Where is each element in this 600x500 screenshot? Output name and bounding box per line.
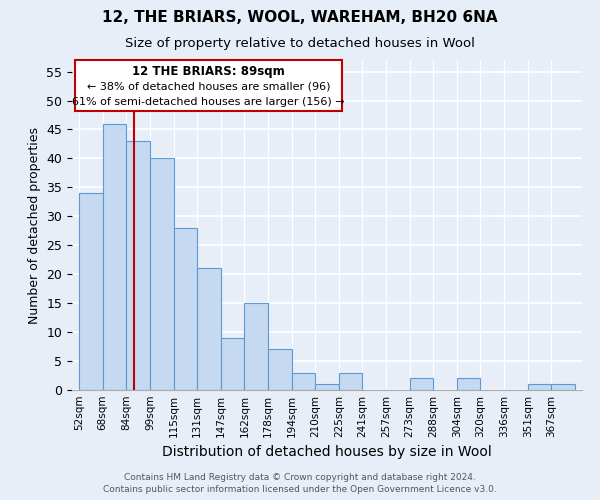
Y-axis label: Number of detached properties: Number of detached properties xyxy=(28,126,41,324)
Text: Contains public sector information licensed under the Open Government Licence v3: Contains public sector information licen… xyxy=(103,484,497,494)
Bar xyxy=(221,338,244,390)
Bar xyxy=(292,372,315,390)
Bar xyxy=(150,158,173,390)
Bar xyxy=(103,124,127,390)
Text: Size of property relative to detached houses in Wool: Size of property relative to detached ho… xyxy=(125,38,475,51)
Bar xyxy=(79,193,103,390)
Bar xyxy=(410,378,433,390)
Bar xyxy=(315,384,339,390)
Text: 12, THE BRIARS, WOOL, WAREHAM, BH20 6NA: 12, THE BRIARS, WOOL, WAREHAM, BH20 6NA xyxy=(102,10,498,25)
Bar xyxy=(197,268,221,390)
Bar xyxy=(173,228,197,390)
Text: Contains HM Land Registry data © Crown copyright and database right 2024.: Contains HM Land Registry data © Crown c… xyxy=(124,473,476,482)
Bar xyxy=(127,141,150,390)
Text: ← 38% of detached houses are smaller (96): ← 38% of detached houses are smaller (96… xyxy=(86,82,330,92)
X-axis label: Distribution of detached houses by size in Wool: Distribution of detached houses by size … xyxy=(162,446,492,460)
Bar xyxy=(244,303,268,390)
Text: 12 THE BRIARS: 89sqm: 12 THE BRIARS: 89sqm xyxy=(132,65,285,78)
FancyBboxPatch shape xyxy=(74,60,342,111)
Bar xyxy=(527,384,551,390)
Bar xyxy=(551,384,575,390)
Text: 61% of semi-detached houses are larger (156) →: 61% of semi-detached houses are larger (… xyxy=(72,97,345,107)
Bar xyxy=(457,378,481,390)
Bar xyxy=(268,350,292,390)
Bar xyxy=(339,372,362,390)
